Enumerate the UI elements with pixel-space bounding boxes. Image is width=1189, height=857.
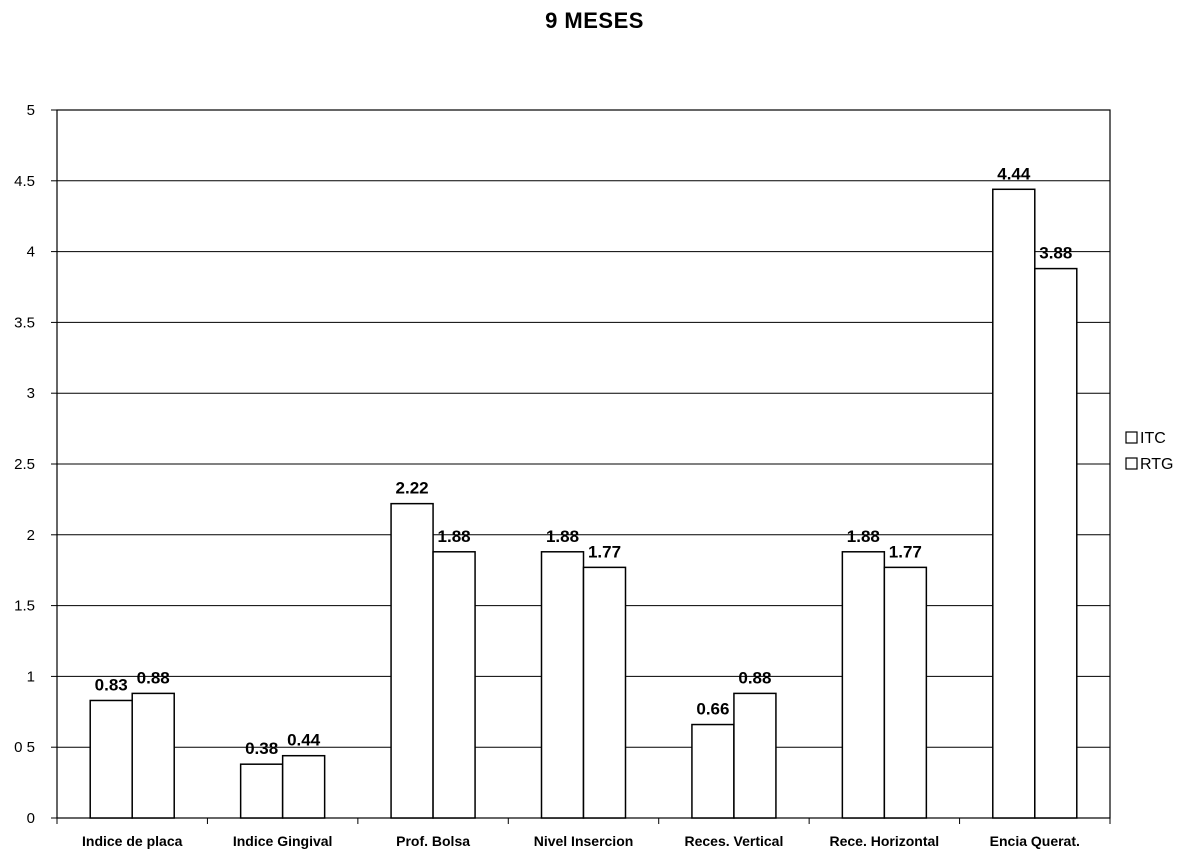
data-label: 1.77 — [889, 542, 922, 561]
bar-itc — [89, 699, 133, 819]
legend: ITC RTG — [1125, 430, 1173, 473]
x-tick-label: Reces. Vertical — [684, 833, 783, 849]
data-labels: 0.83 0.88 0.38 0.44 2.22 1.88 1.88 1.77 0.66 0.88… — [95, 164, 1073, 758]
bar-rtg — [1034, 267, 1078, 819]
x-tick-label: Encia Querat. — [990, 833, 1080, 849]
data-label: 1.77 — [588, 542, 621, 561]
y-tick-label: 0 — [27, 810, 35, 827]
data-label: 0.38 — [245, 739, 278, 758]
data-label: 2.22 — [396, 479, 429, 498]
x-tick-label: Nivel Insercion — [534, 833, 634, 849]
bar-rtg — [432, 551, 476, 819]
legend-label-itc: ITC — [1140, 430, 1166, 447]
legend-label-rtg: RTG — [1140, 456, 1173, 473]
y-tick-label: 0 5 — [14, 739, 35, 756]
x-tick-label: Prof. Bolsa — [396, 833, 470, 849]
data-label: 3.88 — [1039, 244, 1072, 263]
data-label: 1.88 — [847, 527, 880, 546]
y-tick-label: 2.5 — [14, 456, 35, 473]
bars — [89, 188, 1078, 819]
bar-rtg — [582, 566, 627, 819]
bar-itc — [992, 188, 1036, 819]
data-label: 0.66 — [696, 700, 729, 719]
legend-swatch-itc — [1125, 431, 1138, 444]
data-label: 0.88 — [137, 668, 170, 687]
bar-itc — [691, 723, 735, 819]
x-tick-label: Rece. Horizontal — [830, 833, 940, 849]
legend-swatch-rtg — [1125, 457, 1138, 470]
bar-rtg — [281, 754, 326, 819]
bar-itc — [390, 502, 434, 819]
bar-itc — [841, 551, 886, 819]
data-label: 0.44 — [287, 731, 321, 750]
bar-itc — [239, 763, 284, 819]
bar-itc — [540, 551, 585, 819]
data-label: 0.83 — [95, 675, 128, 694]
bar-rtg — [883, 566, 928, 819]
bar-rtg — [733, 692, 777, 819]
data-label: 4.44 — [997, 164, 1031, 183]
y-tick-label: 1 — [27, 668, 35, 685]
y-tick-label: 1.5 — [14, 598, 35, 615]
x-tick-label: Indice Gingival — [233, 833, 333, 849]
data-label: 0.88 — [738, 668, 771, 687]
y-tick-label: 5 — [27, 102, 35, 119]
x-tick-label: Indice de placa — [82, 833, 183, 849]
axes: 0 0 5 1 1.5 2 2.5 3 3.5 4 4.5 5 Indice de placa Indi… — [14, 102, 1111, 849]
y-tick-label: 2 — [27, 527, 35, 544]
chart-title: 9 MESES — [545, 8, 644, 33]
y-tick-label: 4.5 — [14, 173, 35, 190]
y-tick-label: 3.5 — [14, 314, 35, 331]
bar-rtg — [131, 692, 175, 819]
y-tick-label: 4 — [27, 244, 35, 261]
y-tick-label: 3 — [27, 385, 35, 402]
data-label: 1.88 — [546, 527, 579, 546]
data-label: 1.88 — [438, 527, 471, 546]
